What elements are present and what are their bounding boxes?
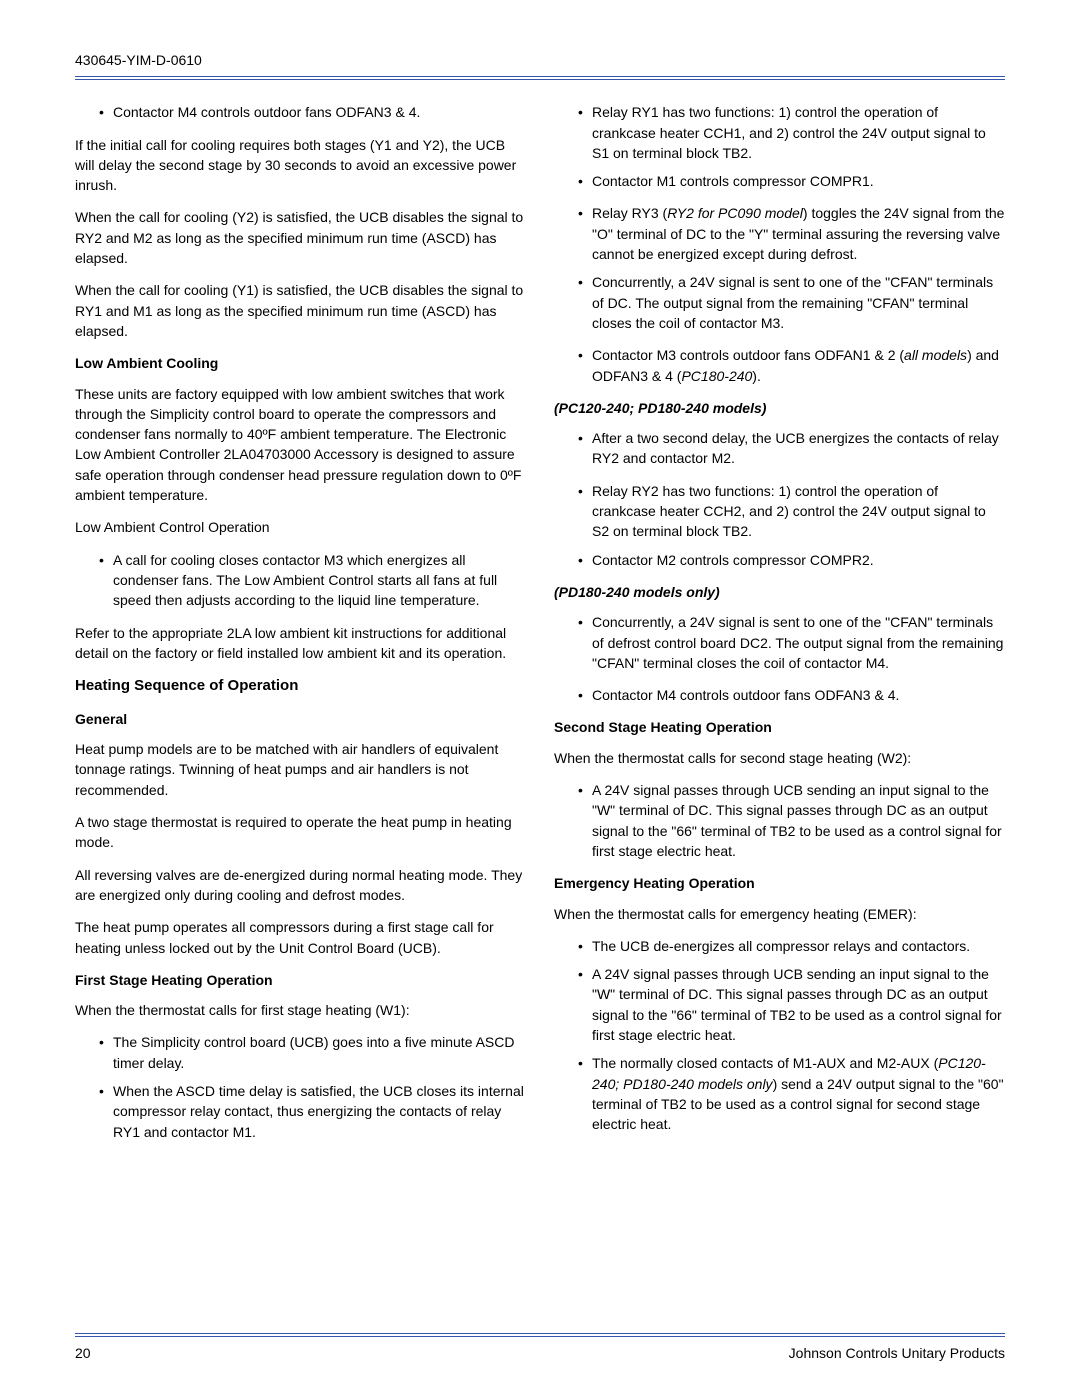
list-item: A call for cooling closes contactor M3 w… [95, 550, 526, 611]
paragraph: All reversing valves are de-energized du… [75, 865, 526, 906]
text-run: Relay RY3 ( [592, 205, 667, 221]
header-rule [75, 76, 1005, 80]
list-item: Relay RY1 has two functions: 1) control … [574, 102, 1005, 163]
list-item: Concurrently, a 24V signal is sent to on… [574, 612, 1005, 673]
list-item: A 24V signal passes through UCB sending … [574, 964, 1005, 1045]
bullet-list: Relay RY1 has two functions: 1) control … [554, 102, 1005, 191]
text-run: The normally closed contacts of M1-AUX a… [592, 1055, 938, 1071]
italic-run: PC180-240 [681, 368, 752, 384]
bullet-list: Contactor M4 controls outdoor fans ODFAN… [554, 685, 1005, 705]
footer-rule [75, 1333, 1005, 1337]
content-columns: Contactor M4 controls outdoor fans ODFAN… [75, 102, 1005, 1154]
model-heading: (PD180-240 models only) [554, 582, 1005, 602]
subheading: First Stage Heating Operation [75, 970, 526, 990]
doc-header: 430645-YIM-D-0610 [75, 50, 1005, 70]
paragraph: Refer to the appropriate 2LA low ambient… [75, 623, 526, 664]
left-column: Contactor M4 controls outdoor fans ODFAN… [75, 102, 526, 1154]
list-item: When the ASCD time delay is satisfied, t… [95, 1081, 526, 1142]
doc-footer: 20 Johnson Controls Unitary Products [75, 1343, 1005, 1363]
list-item: Contactor M3 controls outdoor fans ODFAN… [574, 345, 1005, 386]
list-item: Contactor M4 controls outdoor fans ODFAN… [574, 685, 1005, 705]
bullet-list: Relay RY2 has two functions: 1) control … [554, 481, 1005, 570]
list-item: Contactor M4 controls outdoor fans ODFAN… [95, 102, 526, 122]
doc-id: 430645-YIM-D-0610 [75, 52, 202, 68]
list-item: A 24V signal passes through UCB sending … [574, 780, 1005, 861]
paragraph: Low Ambient Control Operation [75, 517, 526, 537]
list-item: The UCB de-energizes all compressor rela… [574, 936, 1005, 956]
bullet-list: The Simplicity control board (UCB) goes … [75, 1032, 526, 1141]
publisher: Johnson Controls Unitary Products [789, 1343, 1005, 1363]
list-item: After a two second delay, the UCB energi… [574, 428, 1005, 469]
bullet-list: The UCB de-energizes all compressor rela… [554, 936, 1005, 1135]
section-heading: Heating Sequence of Operation [75, 675, 526, 697]
italic-run: all models [904, 347, 967, 363]
paragraph: When the thermostat calls for first stag… [75, 1000, 526, 1020]
italic-run: RY2 for PC090 model [667, 205, 803, 221]
text-run: Contactor M3 controls outdoor fans ODFAN… [592, 347, 904, 363]
bullet-list: Contactor M4 controls outdoor fans ODFAN… [75, 102, 526, 122]
bullet-list: Relay RY3 (RY2 for PC090 model) toggles … [554, 203, 1005, 333]
paragraph: If the initial call for cooling requires… [75, 135, 526, 196]
subheading: General [75, 709, 526, 729]
paragraph: When the call for cooling (Y2) is satisf… [75, 207, 526, 268]
text-run: ). [752, 368, 761, 384]
paragraph: When the thermostat calls for second sta… [554, 748, 1005, 768]
list-item: Relay RY3 (RY2 for PC090 model) toggles … [574, 203, 1005, 264]
paragraph: A two stage thermostat is required to op… [75, 812, 526, 853]
paragraph: When the thermostat calls for emergency … [554, 904, 1005, 924]
list-item: Contactor M1 controls compressor COMPR1. [574, 171, 1005, 191]
right-column: Relay RY1 has two functions: 1) control … [554, 102, 1005, 1154]
bullet-list: Concurrently, a 24V signal is sent to on… [554, 612, 1005, 673]
bullet-list: After a two second delay, the UCB energi… [554, 428, 1005, 469]
subheading: Low Ambient Cooling [75, 353, 526, 373]
paragraph: The heat pump operates all compressors d… [75, 917, 526, 958]
bullet-list: A call for cooling closes contactor M3 w… [75, 550, 526, 611]
subheading: Second Stage Heating Operation [554, 717, 1005, 737]
list-item: Contactor M2 controls compressor COMPR2. [574, 550, 1005, 570]
model-heading: (PC120-240; PD180-240 models) [554, 398, 1005, 418]
bullet-list: Contactor M3 controls outdoor fans ODFAN… [554, 345, 1005, 386]
page-number: 20 [75, 1343, 91, 1363]
list-item: The normally closed contacts of M1-AUX a… [574, 1053, 1005, 1134]
paragraph: Heat pump models are to be matched with … [75, 739, 526, 800]
subheading: Emergency Heating Operation [554, 873, 1005, 893]
list-item: The Simplicity control board (UCB) goes … [95, 1032, 526, 1073]
bullet-list: A 24V signal passes through UCB sending … [554, 780, 1005, 861]
list-item: Relay RY2 has two functions: 1) control … [574, 481, 1005, 542]
paragraph: These units are factory equipped with lo… [75, 384, 526, 506]
list-item: Concurrently, a 24V signal is sent to on… [574, 272, 1005, 333]
paragraph: When the call for cooling (Y1) is satisf… [75, 280, 526, 341]
